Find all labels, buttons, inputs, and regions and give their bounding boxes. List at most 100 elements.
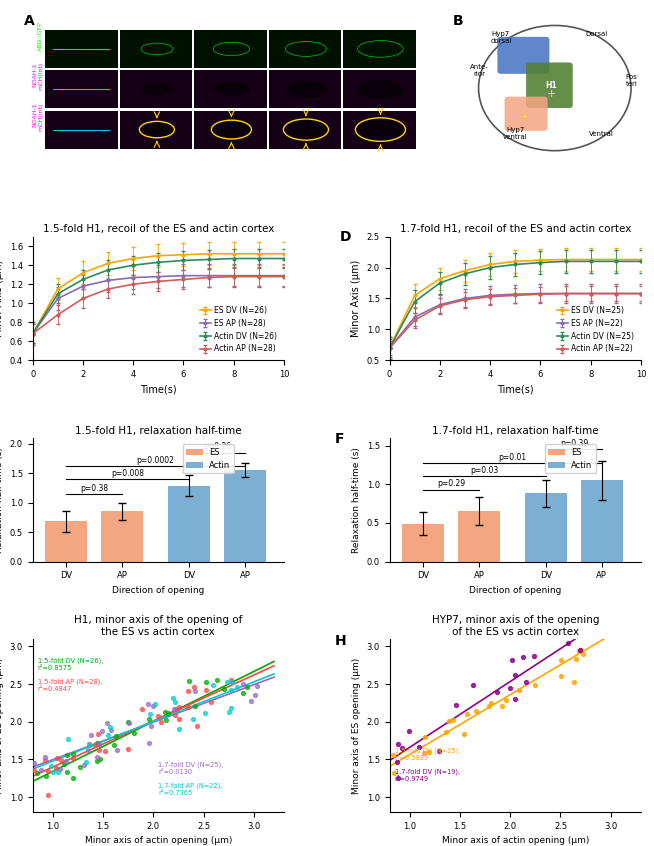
Ellipse shape (479, 25, 631, 151)
Point (163, 706, 173, 720)
Bar (120, 70, 192, 108)
Point (420, 731, 430, 744)
Point (190, 699, 200, 712)
Point (29, 756, 39, 770)
Title: 1.7-fold H1, recoil of the ES and actin cortex: 1.7-fold H1, recoil of the ES and actin … (400, 224, 631, 234)
Point (212, 673, 222, 687)
Point (160, 706, 170, 719)
Point (226, 700, 236, 714)
Ellipse shape (141, 83, 173, 96)
Point (578, 648, 589, 662)
Text: p=0.38: p=0.38 (80, 484, 108, 492)
Point (528, 650, 539, 663)
Point (86, 728, 96, 741)
Point (579, 610, 589, 624)
Point (93, 727, 103, 740)
Bar (269, 111, 341, 149)
Text: A: A (24, 14, 35, 28)
Bar (194, 111, 267, 149)
Legend: ES DV (N=26), ES AP (N=28), Actin DV (N=26), Actin AP (N=28): ES DV (N=26), ES AP (N=28), Actin DV (N=… (197, 303, 280, 356)
Point (62, 765, 73, 778)
Legend: ES, Actin: ES, Actin (545, 444, 596, 473)
Ellipse shape (358, 80, 404, 99)
Point (144, 736, 154, 750)
Point (184, 674, 194, 688)
Point (169, 702, 179, 716)
Point (173, 722, 184, 736)
Point (387, 748, 398, 761)
Text: 1.5-fold AP (N=28),
r²=0.4847: 1.5-fold AP (N=28), r²=0.4847 (38, 678, 102, 692)
Text: NOAH-1
mCH(int): NOAH-1 mCH(int) (32, 62, 43, 91)
Text: Pos
teri: Pos teri (625, 74, 638, 87)
Point (81, 755, 92, 768)
Y-axis label: Minor axis of ES opening (µm): Minor axis of ES opening (µm) (0, 657, 4, 794)
Point (200, 706, 211, 720)
Text: p=0.39: p=0.39 (560, 439, 588, 448)
X-axis label: Time(s): Time(s) (497, 385, 534, 394)
Point (206, 695, 216, 709)
Point (111, 728, 121, 742)
Point (39, 750, 50, 763)
Point (219, 683, 230, 696)
Point (419, 746, 429, 760)
Point (182, 684, 193, 698)
Point (571, 652, 581, 666)
Point (232, 680, 243, 694)
Ellipse shape (213, 42, 250, 56)
Bar (45, 70, 118, 108)
Point (434, 744, 445, 758)
Y-axis label: Minor axis of ES opening (µm): Minor axis of ES opening (µm) (352, 657, 361, 794)
Text: dorsal: dorsal (490, 38, 511, 44)
Point (123, 716, 133, 729)
Point (55, 762, 65, 776)
Y-axis label: Relaxation half-time (s): Relaxation half-time (s) (0, 447, 5, 552)
Point (485, 696, 496, 710)
Text: p=0.0002: p=0.0002 (137, 456, 175, 465)
Point (75, 760, 85, 773)
Ellipse shape (213, 82, 250, 96)
Point (67, 747, 78, 761)
Ellipse shape (141, 43, 173, 55)
Point (574, 645, 584, 658)
Bar (269, 70, 341, 108)
Point (84, 739, 95, 752)
Point (169, 695, 180, 709)
Text: H1: H1 (545, 80, 557, 90)
Point (143, 711, 154, 725)
Point (226, 673, 236, 687)
Title: HYP7, minor axis of the opening
of the ES vs actin cortex: HYP7, minor axis of the opening of the E… (432, 615, 599, 637)
Point (391, 755, 402, 769)
Bar (45, 521, 87, 562)
Point (448, 714, 458, 728)
Text: 1.7-fold DV (N=25),
r²=0.0130: 1.7-fold DV (N=25), r²=0.0130 (158, 761, 224, 775)
Bar (45, 30, 118, 68)
Point (392, 738, 403, 751)
Point (92, 755, 103, 768)
Point (556, 653, 566, 667)
Text: 1.44 s: 1.44 s (145, 20, 169, 30)
Ellipse shape (285, 80, 326, 98)
Point (62, 748, 73, 761)
Bar (168, 486, 210, 562)
Point (174, 712, 184, 726)
Point (190, 684, 201, 698)
Point (404, 724, 415, 738)
Point (224, 705, 234, 718)
Bar (120, 111, 192, 149)
Text: p=0.03: p=0.03 (470, 466, 498, 475)
Point (441, 725, 451, 739)
Point (58, 757, 69, 771)
Point (424, 745, 434, 759)
Point (575, 644, 585, 657)
Ellipse shape (358, 41, 404, 58)
Point (514, 684, 525, 697)
Point (201, 683, 211, 696)
Point (48, 765, 58, 778)
Point (41, 754, 51, 767)
Text: p=0.01: p=0.01 (498, 453, 526, 462)
Legend: ES, Actin: ES, Actin (182, 444, 234, 473)
Point (122, 742, 133, 755)
Point (182, 700, 193, 713)
Point (518, 651, 528, 664)
Text: p=0.29: p=0.29 (437, 479, 465, 488)
